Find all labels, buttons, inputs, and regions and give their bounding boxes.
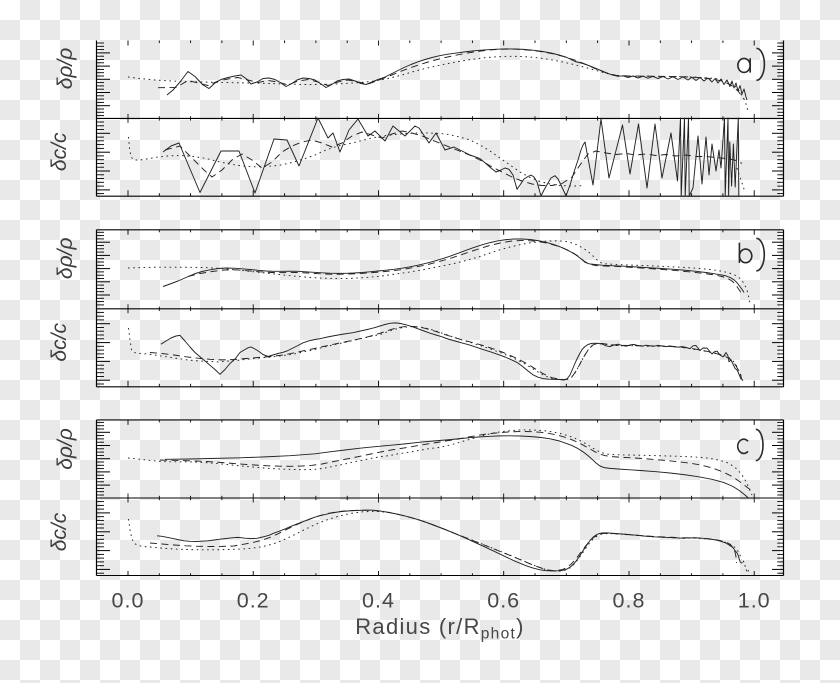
svg-text:0.2: 0.2	[237, 589, 270, 613]
svg-text:δc/c: δc/c	[48, 323, 71, 362]
svg-text:δc/c: δc/c	[48, 132, 71, 171]
svg-text:0.0: 0.0	[112, 589, 145, 613]
svg-text:Radius (r/Rphot): Radius (r/Rphot)	[355, 614, 525, 643]
svg-text:1.0: 1.0	[738, 589, 771, 613]
svg-text:δc/c: δc/c	[48, 512, 71, 551]
svg-text:0.8: 0.8	[613, 589, 646, 613]
svg-text:δρ/ρ: δρ/ρ	[54, 48, 77, 90]
svg-text:0.4: 0.4	[362, 589, 395, 613]
svg-text:0.6: 0.6	[487, 589, 520, 613]
svg-text:δρ/ρ: δρ/ρ	[54, 428, 77, 470]
svg-text:δρ/ρ: δρ/ρ	[54, 238, 77, 280]
